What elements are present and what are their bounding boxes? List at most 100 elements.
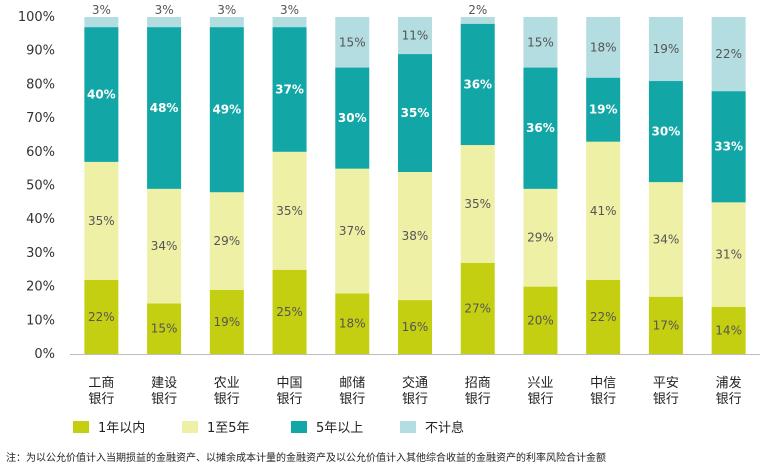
- x-category-label: 建设: [151, 376, 177, 391]
- data-label: 29%: [213, 234, 240, 248]
- y-tick-label: 40%: [26, 212, 55, 227]
- bar-segment: [523, 67, 558, 189]
- stacked-bar-chart: 0% 10% 20% 30% 40% 50% 60% 70% 80% 90% 100% 22% 35% 4…: [18, 3, 760, 436]
- y-tick-label: 60%: [26, 145, 55, 160]
- bar-segment: [84, 17, 119, 28]
- x-category-label: 银行: [88, 392, 114, 407]
- bar-segment: [272, 17, 307, 28]
- bar-segment: [147, 27, 182, 189]
- bar-segment: [209, 17, 244, 28]
- y-tick-label: 80%: [26, 77, 55, 92]
- x-category-label: 招商: [465, 376, 491, 391]
- data-label: 40%: [87, 88, 116, 102]
- bar-segment: [147, 17, 182, 28]
- y-tick-label: 30%: [26, 246, 55, 261]
- data-label: 19%: [589, 103, 618, 117]
- bar-segment: [586, 141, 621, 280]
- legend-label: 1年以内: [98, 420, 145, 436]
- data-label: 33%: [714, 140, 743, 154]
- bar-segment: [272, 151, 307, 270]
- x-category-label: 银行: [465, 392, 491, 407]
- y-tick-label: 100%: [18, 10, 55, 25]
- bar-segment: [398, 300, 432, 354]
- legend-label: 不计息: [425, 420, 464, 436]
- data-label: 35%: [464, 197, 491, 211]
- y-tick-label: 70%: [26, 111, 55, 126]
- bar-segment: [648, 296, 683, 354]
- data-label: 16%: [402, 320, 429, 334]
- x-category-label: 农业: [214, 376, 240, 391]
- legend-swatch: [73, 421, 89, 433]
- legend-label: 1至5年: [207, 421, 250, 436]
- data-label: 37%: [339, 224, 366, 238]
- x-category-label: 银行: [653, 392, 679, 407]
- data-label: 15%: [339, 35, 366, 49]
- x-category-label: 浦发: [716, 375, 742, 391]
- bar-segment: [335, 293, 370, 354]
- data-label: 34%: [151, 239, 178, 253]
- x-category-label: 银行: [590, 392, 616, 407]
- bar-segment: [272, 27, 307, 152]
- data-label: 30%: [338, 111, 367, 125]
- data-label: 20%: [527, 313, 554, 327]
- data-label: 48%: [150, 101, 179, 115]
- x-category-label: 工商: [88, 376, 114, 391]
- x-category-label: 银行: [277, 392, 303, 407]
- bar-segment: [147, 188, 182, 304]
- bar-segment: [209, 289, 244, 354]
- data-label: 19%: [653, 42, 680, 56]
- x-category-label: 平安: [653, 376, 679, 391]
- legend-label: 5年以上: [316, 421, 363, 436]
- bar-segment: [523, 17, 558, 68]
- bar-segment: [648, 17, 683, 82]
- bar-segment: [335, 17, 370, 68]
- x-category-label: 银行: [214, 392, 240, 407]
- bar-segment: [648, 81, 683, 183]
- bar-segment: [460, 17, 495, 24]
- bar-segment: [84, 27, 119, 162]
- bar-segment: [209, 192, 244, 290]
- data-label: 17%: [653, 318, 680, 332]
- data-label: 19%: [213, 315, 240, 329]
- x-category-label: 中信: [590, 376, 616, 391]
- y-tick-label: 20%: [26, 280, 55, 295]
- bar-segment: [460, 23, 495, 146]
- x-category-label: 银行: [716, 392, 742, 407]
- data-label: 18%: [590, 40, 617, 54]
- data-label: 30%: [652, 125, 681, 139]
- legend-swatch: [182, 421, 198, 433]
- data-label: 29%: [527, 231, 554, 245]
- data-label: 36%: [526, 121, 555, 135]
- data-label: 22%: [88, 310, 115, 324]
- data-label: 37%: [275, 82, 304, 96]
- y-tick-label: 50%: [26, 179, 55, 194]
- x-category-label: 兴业: [527, 376, 553, 391]
- data-label: 38%: [402, 229, 429, 243]
- bar-segment: [335, 168, 370, 294]
- data-label: 3%: [217, 3, 236, 17]
- data-label: 18%: [339, 317, 366, 331]
- data-label: 22%: [715, 47, 742, 61]
- data-label: 15%: [527, 35, 554, 49]
- data-label: 41%: [590, 204, 617, 218]
- bar-segment: [84, 279, 119, 354]
- x-category-label: 银行: [339, 392, 365, 407]
- x-category-label: 中国: [277, 376, 303, 391]
- bar-segment: [460, 263, 495, 354]
- data-label: 35%: [276, 204, 303, 218]
- bar-segment: [586, 279, 621, 354]
- bar-segment: [398, 17, 432, 55]
- footnote: 注：为以公允价值计入当期损益的金融资产、以摊余成本计量的金融资产及以公允价值计入…: [6, 453, 606, 464]
- data-label: 15%: [151, 322, 178, 336]
- y-tick-label: 0%: [34, 347, 55, 362]
- data-label: 35%: [401, 106, 430, 120]
- bar-segment: [711, 17, 746, 92]
- data-label: 25%: [276, 305, 303, 319]
- bar-segment: [586, 17, 621, 78]
- y-tick-label: 90%: [26, 44, 55, 59]
- bar-segment: [398, 172, 432, 301]
- bar-segment: [460, 145, 495, 264]
- x-category-label: 银行: [151, 392, 177, 407]
- bar-segment: [711, 91, 746, 203]
- legend-swatch: [400, 421, 416, 433]
